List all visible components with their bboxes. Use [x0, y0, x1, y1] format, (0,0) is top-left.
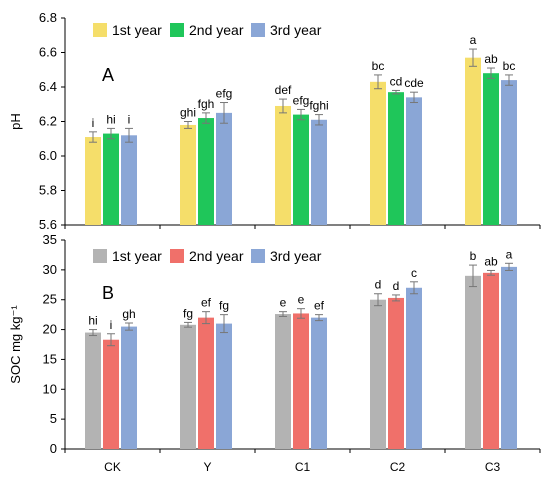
significance-label: i [92, 116, 95, 130]
x-category-label: Y [203, 460, 211, 474]
bar [501, 80, 517, 225]
significance-label: bc [503, 59, 516, 73]
legend-swatch [93, 249, 107, 263]
significance-label: a [470, 33, 477, 47]
y-tick-label: 5.8 [39, 183, 57, 198]
legend-swatch [93, 23, 107, 37]
significance-label: b [470, 249, 477, 263]
bar [216, 112, 232, 225]
bar [311, 317, 327, 449]
legend-swatch [251, 23, 265, 37]
legend-swatch [251, 249, 265, 263]
bar [85, 137, 101, 225]
bar [465, 275, 481, 449]
y-tick-label: 20 [43, 322, 57, 337]
bar [85, 332, 101, 449]
significance-label: fgh [198, 97, 215, 111]
y-tick-label: 10 [43, 381, 57, 396]
significance-label: i [128, 112, 131, 126]
bar [370, 81, 386, 225]
significance-label: ef [201, 296, 212, 310]
legend-label: 2nd year [189, 248, 244, 264]
significance-label: efg [293, 93, 310, 107]
legend-swatch [170, 249, 184, 263]
bar [275, 105, 291, 225]
legend-label: 3rd year [270, 248, 322, 264]
y-tick-label: 15 [43, 351, 57, 366]
significance-label: e [280, 296, 287, 310]
bar [180, 324, 196, 449]
bar [121, 135, 137, 225]
bar [501, 266, 517, 449]
significance-label: cde [404, 76, 424, 90]
panel-letter: A [102, 65, 114, 85]
y-tick-label: 25 [43, 292, 57, 307]
bar [103, 339, 119, 449]
bar [406, 97, 422, 225]
y-axis-title: pH [8, 113, 23, 130]
bar [293, 313, 309, 449]
significance-label: fg [183, 306, 193, 320]
x-category-label: C1 [295, 460, 311, 474]
bar [198, 118, 214, 225]
y-tick-label: 35 [43, 232, 57, 247]
bar [198, 317, 214, 449]
bar [465, 57, 481, 225]
significance-label: ef [314, 299, 325, 313]
bar [180, 124, 196, 225]
bar [406, 287, 422, 449]
significance-label: ab [484, 52, 498, 66]
bar [121, 326, 137, 449]
bar [311, 119, 327, 225]
significance-label: c [411, 266, 417, 280]
significance-label: cd [390, 74, 403, 88]
y-tick-label: 6.6 [39, 45, 57, 60]
significance-label: efg [216, 87, 233, 101]
legend-label: 2nd year [189, 22, 244, 38]
y-tick-label: 6.4 [39, 79, 57, 94]
bar [370, 299, 386, 449]
legend-label: 1st year [112, 22, 162, 38]
y-axis-title: SOC mg kg⁻¹ [8, 305, 23, 384]
bar [388, 92, 404, 225]
legend-label: 3rd year [270, 22, 322, 38]
legend-swatch [170, 23, 184, 37]
bar [275, 314, 291, 449]
significance-label: i [110, 318, 113, 332]
x-category-label: C2 [390, 460, 406, 474]
y-tick-label: 6.0 [39, 148, 57, 163]
significance-label: fghi [309, 99, 328, 113]
significance-label: def [275, 83, 292, 97]
significance-label: ghi [180, 106, 196, 120]
significance-label: hi [88, 314, 97, 328]
y-tick-label: 6.8 [39, 10, 57, 25]
significance-label: d [375, 278, 382, 292]
significance-label: fg [219, 299, 229, 313]
bar [293, 114, 309, 225]
y-tick-label: 0 [50, 441, 57, 456]
panel-letter: B [102, 283, 114, 303]
x-category-label: CK [104, 460, 121, 474]
significance-label: ab [484, 254, 498, 268]
significance-label: bc [372, 59, 385, 73]
significance-label: a [506, 247, 513, 261]
bar [483, 272, 499, 449]
bar [388, 297, 404, 449]
significance-label: d [393, 279, 400, 293]
y-tick-label: 5 [50, 411, 57, 426]
y-tick-label: 30 [43, 262, 57, 277]
significance-label: gh [122, 307, 135, 321]
bar [483, 73, 499, 225]
significance-label: hi [106, 112, 115, 126]
y-tick-label: 6.2 [39, 114, 57, 129]
y-tick-label: 5.6 [39, 217, 57, 232]
bar [216, 323, 232, 449]
x-category-label: C3 [485, 460, 501, 474]
bar [103, 133, 119, 225]
significance-label: e [298, 293, 305, 307]
legend-label: 1st year [112, 248, 162, 264]
